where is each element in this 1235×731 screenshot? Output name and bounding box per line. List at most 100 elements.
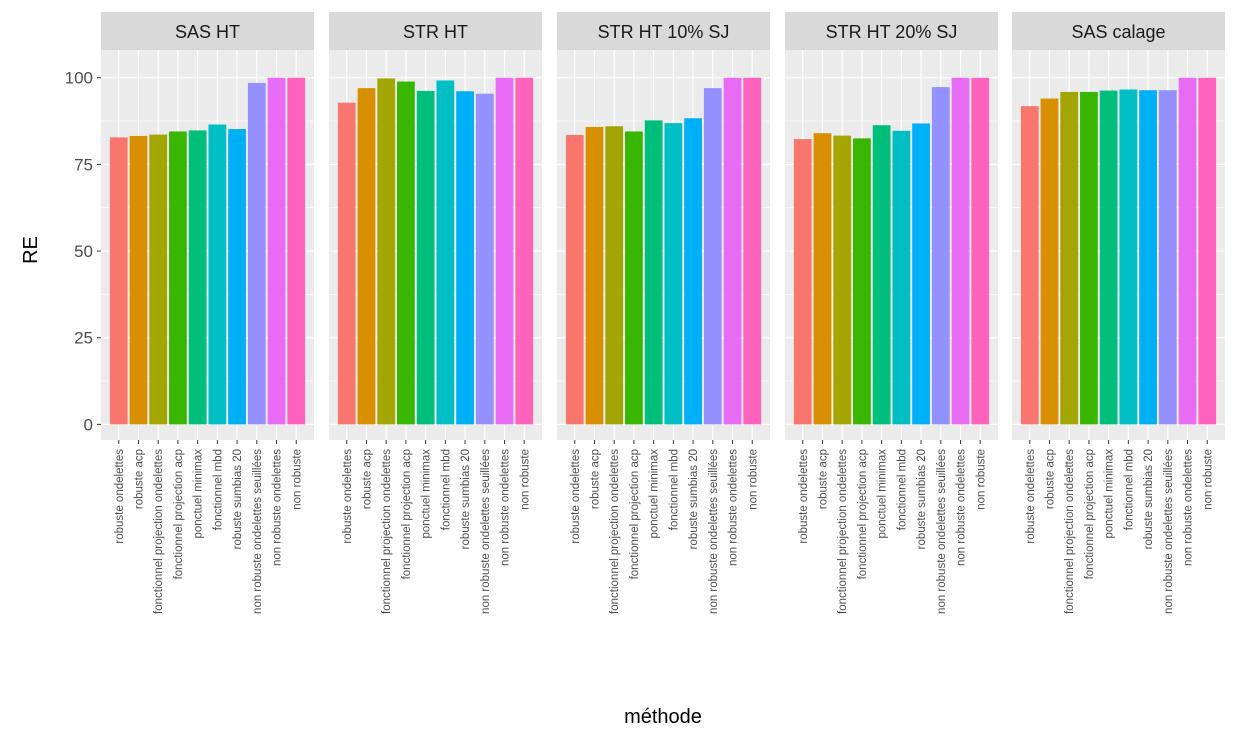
bar bbox=[416, 90, 435, 425]
x-tick-label: robuste ondelettes bbox=[798, 449, 810, 544]
facet-panel: STR HT 20% SJ robuste ondelettes robuste a… bbox=[785, 12, 998, 614]
bar bbox=[625, 131, 643, 425]
facet-title: SAS calage bbox=[1071, 22, 1165, 42]
bar bbox=[129, 135, 148, 425]
x-tick-label: fonctionnel mbd bbox=[212, 449, 224, 530]
facet-title: SAS HT bbox=[175, 22, 240, 42]
x-tick-label: fonctionnel projection ondelettes bbox=[609, 449, 621, 614]
bar bbox=[228, 129, 246, 425]
bar bbox=[436, 80, 455, 425]
x-tick-label: robuste sumbias 20 bbox=[688, 449, 700, 549]
x-tick-label: robuste sumbias 20 bbox=[916, 449, 928, 549]
bar bbox=[703, 88, 722, 425]
bar bbox=[1020, 106, 1039, 425]
x-tick-label: fonctionnel projection acp bbox=[629, 449, 641, 579]
x-tick-label: ponctuel minimax bbox=[193, 449, 205, 539]
bar bbox=[397, 81, 415, 425]
x-tick-label: robuste ondelettes bbox=[570, 449, 582, 544]
bar bbox=[951, 77, 970, 425]
x-tick-label: fonctionnel projection ondelettes bbox=[153, 449, 165, 614]
bar bbox=[475, 93, 494, 425]
x-tick-label: robuste sumbias 20 bbox=[1143, 449, 1155, 549]
facet-panel: STR HT 10% SJ robuste ondelettes robuste a… bbox=[557, 12, 770, 614]
bar bbox=[377, 78, 396, 425]
x-tick-label: fonctionnel projection ondelettes bbox=[1064, 449, 1076, 614]
x-axis-title: méthode bbox=[624, 706, 702, 728]
x-tick-label: robuste ondelettes bbox=[1025, 449, 1037, 544]
bar bbox=[684, 118, 702, 425]
facet-strip bbox=[1012, 12, 1225, 50]
y-tick-label: 50 bbox=[74, 242, 93, 261]
bar bbox=[931, 87, 950, 425]
bar bbox=[495, 77, 514, 425]
x-tick-label: non robuste bbox=[747, 449, 759, 510]
facet-panel: SAS HT robuste ondelettes robuste acp fonct… bbox=[101, 12, 314, 614]
x-tick-label: fonctionnel mbd bbox=[896, 449, 908, 530]
y-tick-label: 100 bbox=[65, 69, 93, 88]
bar bbox=[872, 125, 891, 425]
bar bbox=[644, 120, 663, 425]
bar bbox=[793, 139, 812, 425]
y-axis: 0 25 50 75 100 bbox=[65, 69, 101, 434]
bar bbox=[1158, 90, 1177, 425]
x-tick-label: fonctionnel projection acp bbox=[173, 449, 185, 579]
x-tick-label: non robuste ondelettes bbox=[272, 449, 284, 566]
facet-strip bbox=[785, 12, 998, 50]
bar bbox=[743, 77, 762, 425]
bar bbox=[1119, 89, 1138, 425]
bar bbox=[149, 134, 168, 425]
bar bbox=[1099, 90, 1118, 425]
x-tick-label: non robuste bbox=[519, 449, 531, 510]
bar bbox=[723, 77, 742, 425]
x-tick-label: robuste acp bbox=[589, 449, 601, 509]
x-tick-label: non robuste ondelettes seuillées bbox=[480, 449, 492, 614]
bar bbox=[1060, 91, 1079, 425]
x-tick-label: robuste ondelettes bbox=[114, 449, 126, 544]
bar bbox=[247, 82, 266, 425]
x-tick-label: ponctuel minimax bbox=[649, 449, 661, 539]
bar bbox=[971, 77, 990, 425]
x-tick-label: robuste sumbias 20 bbox=[232, 449, 244, 549]
bar bbox=[267, 77, 286, 425]
x-tick-label: robuste acp bbox=[361, 449, 373, 509]
x-tick-label: non robuste ondelettes bbox=[500, 449, 512, 566]
x-tick-label: fonctionnel projection acp bbox=[857, 449, 869, 579]
x-tick-label: robuste sumbias 20 bbox=[460, 449, 472, 549]
bar bbox=[892, 130, 911, 425]
facet-title: STR HT 10% SJ bbox=[598, 22, 730, 42]
bar bbox=[833, 135, 852, 425]
bar bbox=[664, 123, 683, 425]
x-tick-label: ponctuel minimax bbox=[877, 449, 889, 539]
x-tick-label: ponctuel minimax bbox=[1104, 449, 1116, 539]
facet-panel: SAS calage robuste ondelettes robuste acp f… bbox=[1012, 12, 1225, 614]
bar bbox=[208, 124, 227, 425]
x-tick-label: robuste acp bbox=[133, 449, 145, 509]
x-tick-label: fonctionnel mbd bbox=[1123, 449, 1135, 530]
y-tick-label: 75 bbox=[74, 155, 93, 174]
bar bbox=[912, 123, 930, 425]
facet-title: STR HT bbox=[403, 22, 468, 42]
x-tick-label: fonctionnel projection ondelettes bbox=[381, 449, 393, 614]
bar bbox=[585, 126, 604, 425]
x-tick-label: ponctuel minimax bbox=[421, 449, 433, 539]
bar bbox=[565, 134, 584, 425]
bar bbox=[1178, 77, 1197, 425]
x-tick-label: non robuste ondelettes seuillées bbox=[936, 449, 948, 614]
bar bbox=[853, 138, 871, 425]
y-tick-label: 0 bbox=[84, 415, 93, 434]
bar bbox=[337, 102, 356, 425]
bar bbox=[287, 77, 306, 425]
x-tick-label: robuste acp bbox=[1044, 449, 1056, 509]
facet-title: STR HT 20% SJ bbox=[826, 22, 958, 42]
y-axis-title: RE bbox=[20, 236, 42, 264]
bar bbox=[1040, 98, 1059, 425]
x-tick-label: non robuste ondelettes bbox=[956, 449, 968, 566]
bar bbox=[456, 91, 474, 425]
bar bbox=[1198, 77, 1217, 425]
bar bbox=[813, 133, 832, 425]
x-tick-label: robuste acp bbox=[817, 449, 829, 509]
x-tick-label: non robuste ondelettes bbox=[1183, 449, 1195, 566]
x-tick-label: fonctionnel projection acp bbox=[1084, 449, 1096, 579]
bar bbox=[188, 130, 207, 425]
